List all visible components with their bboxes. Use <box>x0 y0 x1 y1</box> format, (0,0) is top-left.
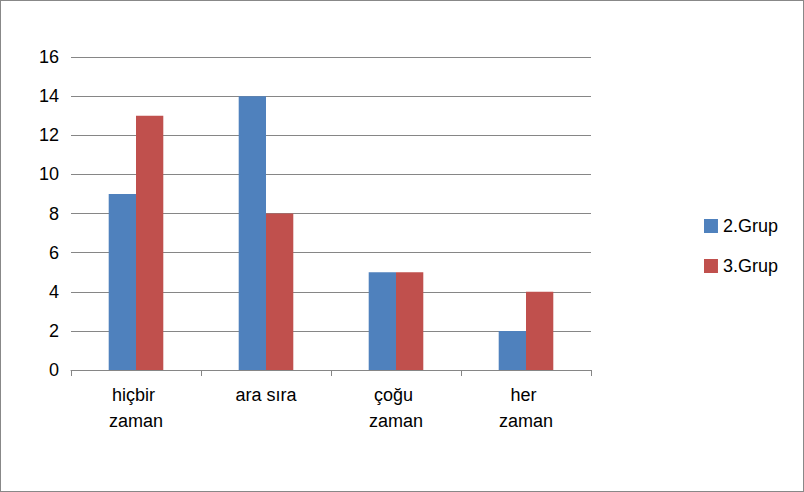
svg-text:hiçbir: hiçbir <box>112 385 160 405</box>
svg-text:zaman: zaman <box>109 411 163 431</box>
svg-text:16: 16 <box>39 47 59 67</box>
svg-text:10: 10 <box>39 164 59 184</box>
svg-text:2: 2 <box>49 321 59 341</box>
svg-text:çoğu: çoğu <box>374 385 418 405</box>
svg-text:8: 8 <box>49 204 59 224</box>
svg-text:zaman: zaman <box>369 411 423 431</box>
svg-text:6: 6 <box>49 243 59 263</box>
svg-text:ara sıra: ara sıra <box>235 385 297 405</box>
svg-text:2.Grup: 2.Grup <box>723 216 778 236</box>
svg-text:4: 4 <box>49 282 59 302</box>
svg-text:3.Grup: 3.Grup <box>723 256 778 276</box>
svg-text:12: 12 <box>39 125 59 145</box>
svg-text:0: 0 <box>49 360 59 380</box>
svg-text:her: her <box>510 385 541 405</box>
svg-text:14: 14 <box>39 86 59 106</box>
svg-text:zaman: zaman <box>499 411 553 431</box>
